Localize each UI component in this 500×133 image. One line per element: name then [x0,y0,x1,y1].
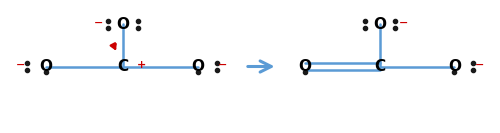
Text: −: − [94,17,104,27]
FancyArrowPatch shape [110,43,116,49]
Text: −: − [218,60,228,70]
Text: O: O [39,59,52,74]
Text: O: O [298,59,312,74]
Text: −: − [474,60,484,70]
Text: −: − [399,17,408,27]
Text: O: O [191,59,204,74]
Text: O: O [116,17,130,32]
Text: −: − [16,60,26,70]
Text: O: O [373,17,386,32]
Text: C: C [118,59,128,74]
Text: C: C [374,59,385,74]
Text: +: + [137,60,146,70]
Text: O: O [448,59,461,74]
